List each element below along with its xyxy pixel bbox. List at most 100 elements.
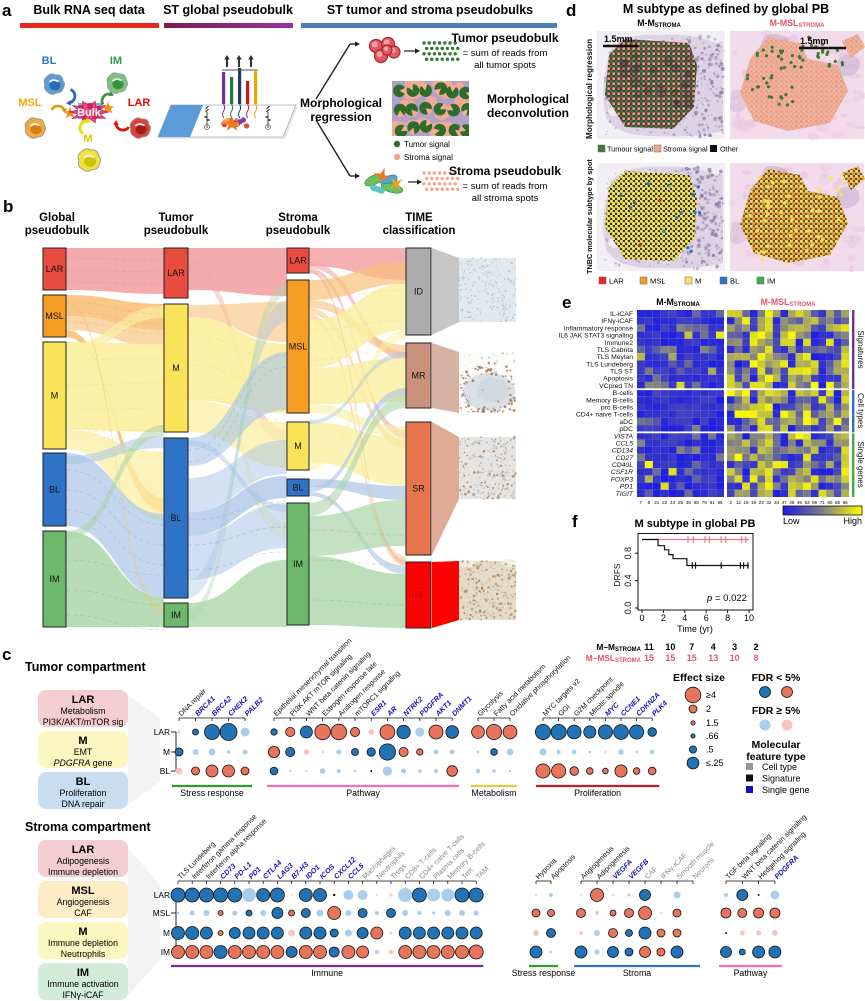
svg-text:Time (yr): Time (yr)	[677, 624, 713, 634]
svg-text:TLS Lundeberg: TLS Lundeberg	[586, 361, 633, 368]
svg-text:all stroma spots: all stroma spots	[472, 193, 539, 204]
svg-text:1.5mm: 1.5mm	[800, 36, 829, 46]
svg-text:CD4+ naive T-cells: CD4+ naive T-cells	[576, 412, 634, 419]
svg-text:EMT: EMT	[74, 747, 93, 757]
svg-text:Morphological: Morphological	[487, 92, 569, 106]
svg-text:M: M	[78, 735, 87, 747]
svg-text:15: 15	[665, 653, 675, 663]
svg-text:M: M	[163, 928, 170, 938]
svg-text:DRFS: DRFS	[612, 563, 622, 586]
svg-text:PDGFRA gene: PDGFRA gene	[54, 758, 113, 768]
svg-text:BL: BL	[170, 513, 181, 523]
svg-text:0.4: 0.4	[623, 574, 633, 587]
svg-text:36: 36	[686, 500, 692, 505]
svg-text:M-MSTROMA: M-MSTROMA	[637, 18, 681, 29]
svg-text:Single gene: Single gene	[762, 785, 810, 795]
svg-text:Pathway: Pathway	[734, 968, 768, 978]
svg-text:LAR: LAR	[154, 890, 170, 900]
svg-text:≥4: ≥4	[706, 690, 716, 700]
svg-text:4: 4	[711, 642, 716, 652]
svg-text:Stroma signal: Stroma signal	[404, 153, 453, 162]
svg-text:a: a	[2, 1, 12, 20]
svg-text:66: 66	[812, 500, 818, 505]
svg-text:TNBC molecular subtype by spot: TNBC molecular subtype by spot	[585, 159, 594, 274]
svg-text:Cell type: Cell type	[762, 762, 797, 772]
svg-text:M subtype in global PB: M subtype in global PB	[634, 518, 755, 530]
svg-text:Tumour signal: Tumour signal	[607, 145, 653, 154]
svg-text:Tumor: Tumor	[159, 212, 194, 224]
svg-text:IM: IM	[110, 55, 122, 67]
svg-text:Global: Global	[39, 212, 75, 224]
svg-text:MR: MR	[412, 371, 426, 381]
svg-text:Bulk: Bulk	[77, 107, 102, 119]
svg-text:15: 15	[687, 653, 697, 663]
svg-text:68: 68	[694, 500, 700, 505]
svg-text:47: 47	[782, 500, 788, 505]
svg-text:DNA repair: DNA repair	[61, 799, 104, 809]
svg-text:MSL: MSL	[18, 97, 42, 109]
svg-text:Molecular: Molecular	[751, 739, 800, 751]
svg-text:85: 85	[835, 500, 841, 505]
svg-text:CAF: CAF	[74, 908, 92, 918]
svg-text:10: 10	[744, 613, 754, 623]
svg-text:79: 79	[702, 500, 708, 505]
svg-text:1.5: 1.5	[706, 718, 719, 728]
svg-text:TLS Meylan: TLS Meylan	[597, 354, 633, 361]
svg-text:Metabolism: Metabolism	[472, 788, 517, 798]
svg-text:TIGIT: TIGIT	[616, 491, 634, 498]
svg-text:aDC: aDC	[619, 419, 633, 426]
svg-text:19: 19	[751, 500, 757, 505]
svg-text:7: 7	[640, 500, 643, 505]
svg-text:B-cells: B-cells	[613, 390, 634, 397]
svg-text:all tumor spots: all tumor spots	[474, 60, 536, 71]
svg-text:.5: .5	[706, 745, 714, 755]
svg-text:TIME: TIME	[405, 212, 433, 224]
svg-text:ST tumor and stroma pseudobulk: ST tumor and stroma pseudobulks	[327, 3, 533, 17]
svg-text:32: 32	[766, 500, 772, 505]
svg-text:M: M	[163, 747, 170, 757]
svg-text:Immune depletion: Immune depletion	[48, 867, 118, 877]
svg-text:LAR: LAR	[154, 727, 170, 737]
svg-text:LAR: LAR	[609, 277, 624, 286]
svg-text:PD1: PD1	[620, 484, 633, 491]
svg-text:10: 10	[730, 653, 740, 663]
svg-text:Memory B-cells: Memory B-cells	[586, 397, 633, 404]
svg-text:Morphological regression: Morphological regression	[585, 39, 594, 139]
svg-text:LAR: LAR	[46, 264, 64, 274]
svg-text:12: 12	[736, 500, 742, 505]
svg-text:Tumor pseudobulk: Tumor pseudobulk	[451, 31, 558, 45]
svg-text:2: 2	[661, 613, 666, 623]
svg-text:BL: BL	[292, 483, 303, 493]
svg-text:pseudobulk: pseudobulk	[25, 225, 90, 237]
svg-text:23: 23	[759, 500, 765, 505]
svg-text:Tumor compartment: Tumor compartment	[25, 660, 146, 674]
svg-text:M: M	[83, 133, 92, 145]
svg-text:MSL: MSL	[289, 342, 308, 352]
svg-text:M–MSTROMA: M–MSTROMA	[596, 642, 641, 653]
svg-text:Metabolism: Metabolism	[61, 706, 106, 716]
svg-text:= sum of reads from: = sum of reads from	[463, 48, 548, 59]
svg-text:M: M	[51, 391, 59, 401]
svg-text:34: 34	[774, 500, 780, 505]
svg-text:IM: IM	[50, 574, 60, 584]
svg-text:Angiogenesis: Angiogenesis	[57, 897, 110, 907]
svg-text:25: 25	[678, 500, 684, 505]
svg-text:Proliferation: Proliferation	[574, 788, 621, 798]
svg-text:Apoptosis: Apoptosis	[603, 376, 633, 383]
svg-text:≤.25: ≤.25	[706, 758, 723, 768]
svg-text:11: 11	[644, 642, 654, 652]
svg-text:ID: ID	[414, 287, 424, 297]
svg-text:4: 4	[682, 613, 687, 623]
svg-text:Single genes: Single genes	[856, 442, 865, 488]
svg-text:10: 10	[665, 642, 675, 652]
svg-text:80: 80	[827, 500, 833, 505]
svg-text:deconvolution: deconvolution	[487, 106, 569, 120]
svg-text:p = 0.022: p = 0.022	[706, 593, 747, 604]
svg-text:CD134: CD134	[612, 448, 633, 455]
svg-text:Morphological: Morphological	[300, 96, 382, 110]
svg-text:VCpred TN: VCpred TN	[599, 383, 633, 390]
svg-text:0: 0	[639, 613, 644, 623]
svg-text:Pathway: Pathway	[346, 788, 380, 798]
svg-text:81: 81	[710, 500, 716, 505]
svg-text:IM: IM	[161, 947, 170, 957]
